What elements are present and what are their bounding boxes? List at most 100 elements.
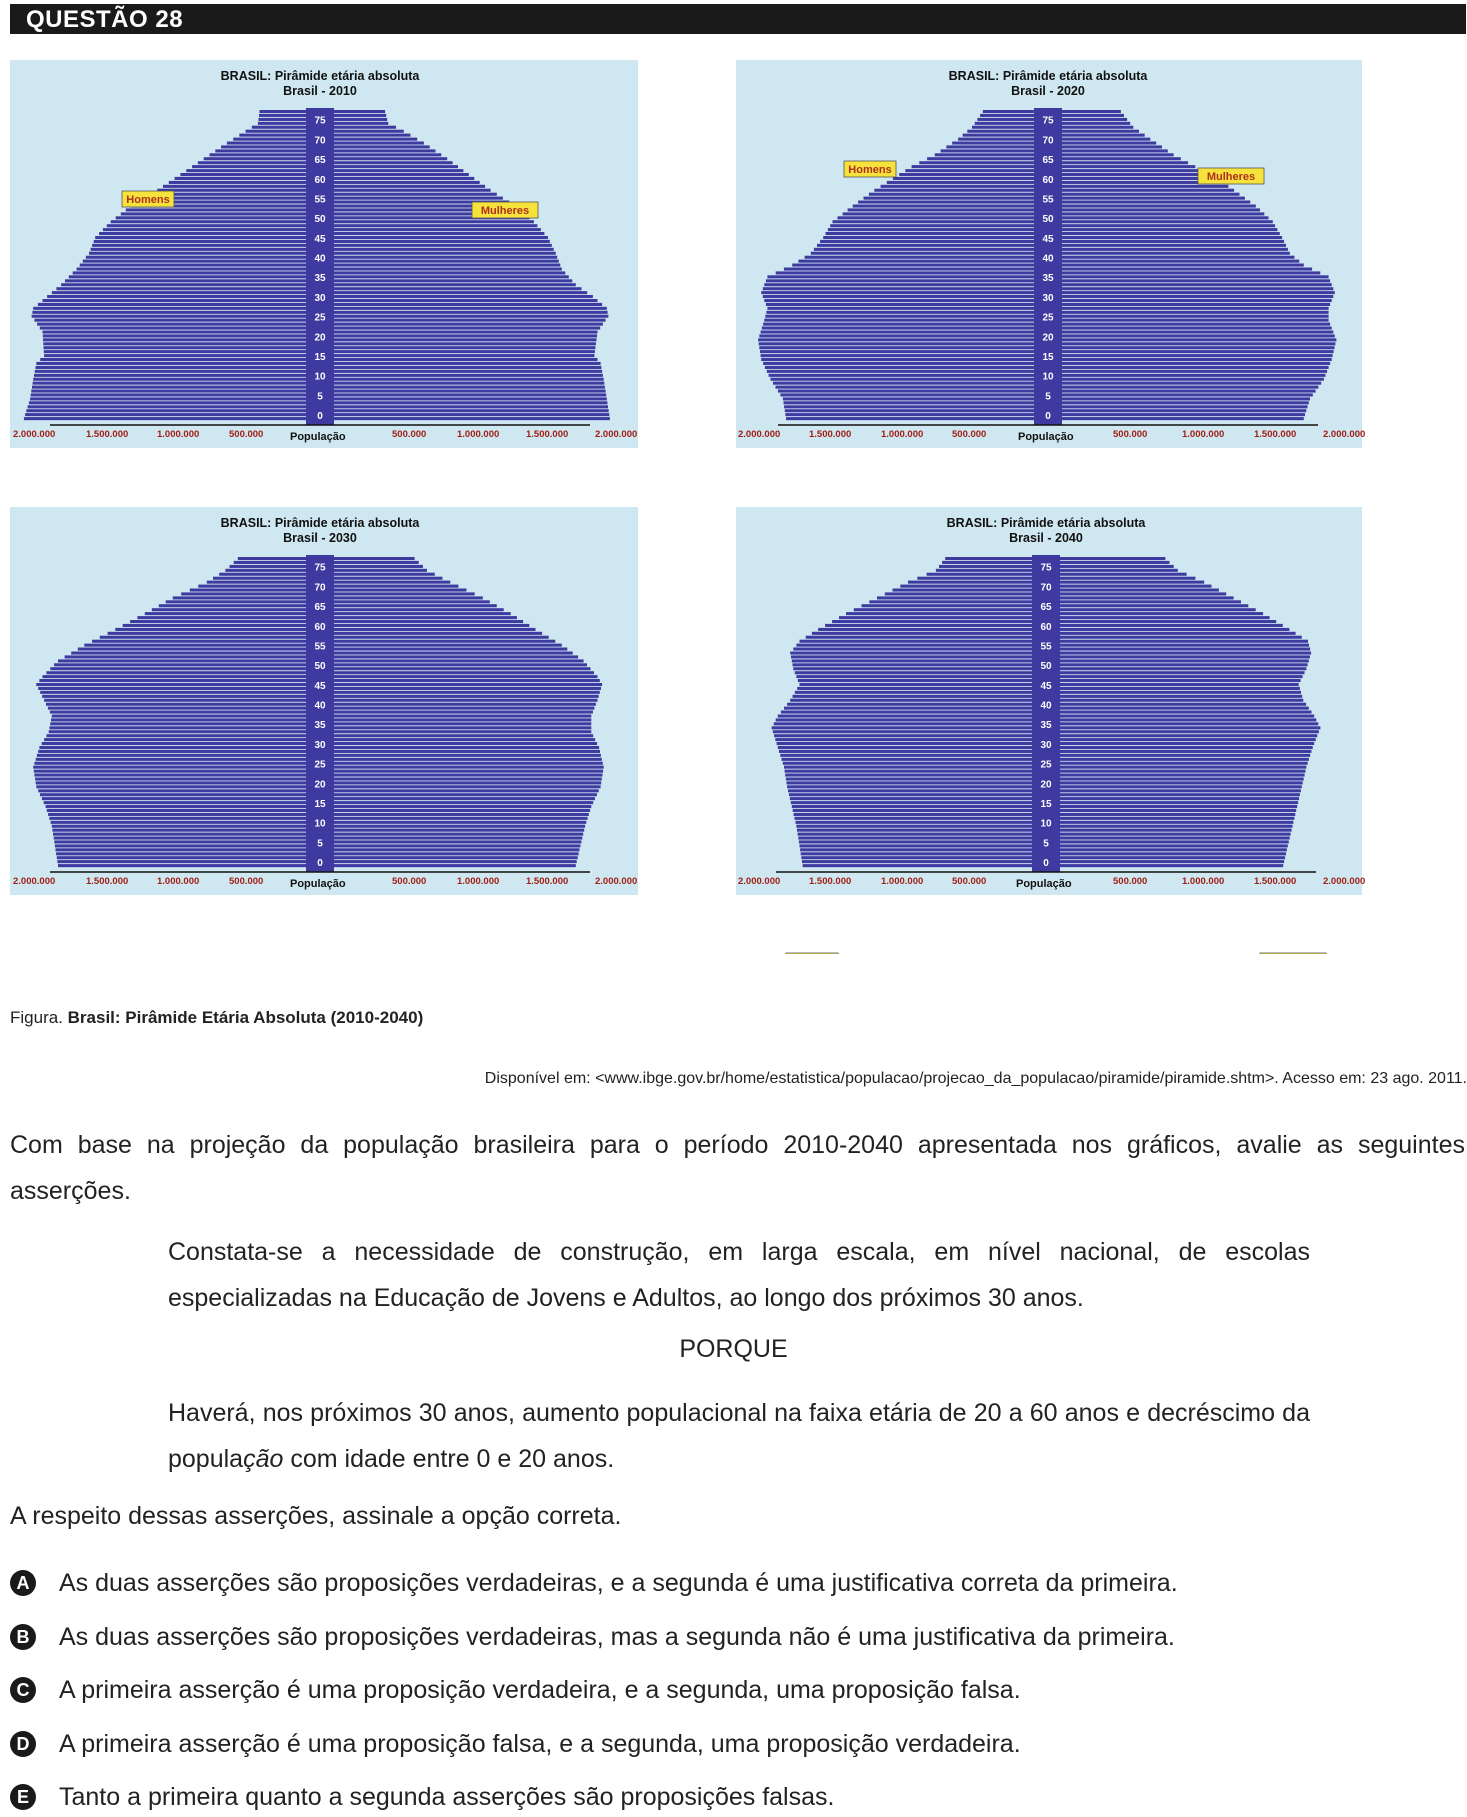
bar-female-age-33	[1060, 734, 1318, 738]
bar-male-age-21	[35, 781, 306, 785]
bar-female-age-56	[1060, 643, 1309, 647]
x-tick-label: 500.000	[392, 429, 426, 440]
bar-male-age-26	[782, 761, 1032, 765]
bar-male-age-9	[52, 828, 307, 832]
age-tick-label: 15	[1040, 799, 1052, 810]
bar-male-age-1	[25, 413, 306, 417]
x-tick-label: 1.500.000	[1254, 429, 1296, 440]
age-axis-column	[1032, 555, 1060, 872]
bar-male-age-29	[779, 749, 1032, 753]
bar-female-age-58	[1060, 635, 1302, 639]
option-a[interactable]: A As duas asserções são proposições verd…	[10, 1563, 1178, 1603]
bar-male-age-44	[40, 690, 306, 694]
bar-female-age-53	[334, 208, 520, 212]
bar-male-age-48	[827, 228, 1034, 232]
bar-female-age-22	[334, 777, 602, 781]
bar-female-age-19	[1060, 789, 1301, 793]
bar-female-age-29	[334, 302, 603, 306]
bar-female-age-52	[1062, 212, 1265, 216]
bar-female-age-77	[1060, 560, 1170, 564]
legend-mulheres: Mulheres	[481, 205, 529, 217]
x-tick-label: 2.000.000	[1323, 876, 1365, 887]
bar-female-age-65	[1060, 608, 1256, 612]
bar-male-age-33	[774, 734, 1032, 738]
bar-male-age-61	[122, 623, 306, 627]
bar-female-age-37	[334, 271, 566, 275]
bar-male-age-1	[57, 860, 307, 864]
age-tick-label: 55	[314, 195, 326, 206]
bar-female-age-29	[334, 749, 600, 753]
bar-male-age-12	[49, 816, 307, 820]
bar-female-age-52	[334, 659, 584, 663]
bar-female-age-30	[334, 299, 598, 303]
age-tick-label: 65	[314, 602, 326, 613]
bar-female-age-11	[334, 373, 603, 377]
bar-male-age-19	[758, 342, 1034, 346]
bar-male-age-61	[892, 176, 1034, 180]
bar-female-age-22	[1062, 330, 1334, 334]
age-tick-label: 55	[1040, 642, 1052, 653]
bar-male-age-46	[823, 236, 1034, 240]
bar-male-age-41	[787, 702, 1032, 706]
bar-female-age-54	[1060, 651, 1312, 655]
bar-male-age-66	[158, 604, 307, 608]
bar-female-age-14	[1060, 808, 1297, 812]
bar-male-age-15	[791, 805, 1033, 809]
bar-male-age-22	[760, 330, 1034, 334]
bar-female-age-28	[1062, 306, 1329, 310]
bar-female-age-54	[1062, 204, 1256, 208]
bar-female-age-28	[1060, 753, 1311, 757]
bar-female-age-23	[1062, 326, 1332, 330]
option-d[interactable]: D A primeira asserção é uma proposição f…	[10, 1724, 1021, 1764]
bar-male-age-59	[163, 184, 306, 188]
bar-female-age-47	[334, 232, 545, 236]
bar-male-age-63	[839, 616, 1032, 620]
bar-male-age-0	[786, 417, 1034, 421]
bar-male-age-75	[935, 568, 1032, 572]
bar-female-age-75	[1060, 568, 1178, 572]
x-axis-label: População	[1018, 431, 1074, 443]
bar-female-age-20	[1060, 785, 1302, 789]
bar-female-age-70	[334, 588, 467, 592]
bar-female-age-12	[334, 369, 603, 373]
bar-female-age-14	[1062, 361, 1331, 365]
bar-male-age-7	[798, 836, 1032, 840]
bar-male-age-20	[43, 338, 306, 342]
x-tick-label: 500.000	[952, 876, 986, 887]
bar-female-age-28	[334, 753, 601, 757]
bar-female-age-26	[334, 314, 609, 318]
bar-female-age-43	[1062, 247, 1288, 251]
assertion-2-italic: ção	[243, 1445, 284, 1473]
bar-male-age-54	[130, 204, 306, 208]
age-tick-label: 75	[1042, 116, 1054, 127]
bar-male-age-25	[784, 765, 1032, 769]
bar-male-age-50	[793, 667, 1032, 671]
bar-male-age-38	[783, 267, 1034, 271]
option-e[interactable]: E Tanto a primeira quanto a segunda asse…	[10, 1777, 834, 1817]
bar-female-age-42	[1060, 698, 1304, 702]
bar-female-age-72	[334, 133, 411, 137]
bar-male-age-41	[46, 702, 306, 706]
bar-male-age-68	[172, 596, 306, 600]
bar-male-age-32	[51, 291, 306, 295]
x-tick-label: 2.000.000	[13, 876, 55, 887]
bar-female-age-54	[334, 651, 573, 655]
bar-female-age-1	[1060, 860, 1285, 864]
bar-male-age-33	[56, 287, 307, 291]
bar-male-age-55	[77, 647, 306, 651]
bar-male-age-24	[33, 769, 307, 773]
bar-female-age-43	[334, 247, 554, 251]
bar-female-age-32	[334, 291, 588, 295]
age-tick-label: 40	[1042, 254, 1054, 265]
age-tick-label: 70	[1040, 582, 1052, 593]
bar-female-age-66	[334, 604, 497, 608]
bar-female-age-17	[1062, 350, 1334, 354]
option-b[interactable]: B As duas asserções são proposições verd…	[10, 1617, 1175, 1657]
bar-male-age-67	[209, 153, 306, 157]
bar-female-age-12	[334, 816, 588, 820]
age-tick-label: 40	[1040, 701, 1052, 712]
bar-male-age-8	[775, 385, 1034, 389]
bar-female-age-44	[1060, 690, 1301, 694]
age-tick-label: 75	[314, 116, 326, 127]
option-c[interactable]: C A primeira asserção é uma proposição v…	[10, 1670, 1021, 1710]
